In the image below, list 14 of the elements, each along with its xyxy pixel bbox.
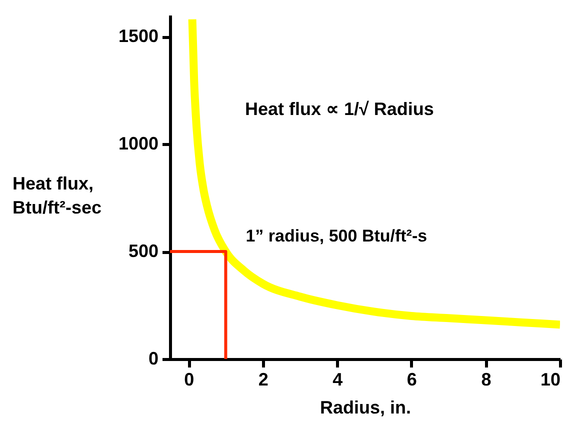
x-tick-label: 4 — [332, 370, 343, 390]
x-tick-label: 2 — [258, 370, 268, 390]
y-tick-label: 1000 — [118, 134, 158, 154]
annotation: 1” radius, 500 Btu/ft²-s — [246, 226, 428, 246]
x-tick-label: 10 — [540, 370, 560, 390]
y-axis-title: Heat flux, Btu/ft²-sec — [12, 174, 102, 218]
annotation: Heat flux ∝ 1/√ Radius — [245, 99, 434, 119]
x-axis-title: Radius, in. — [320, 398, 412, 418]
y-tick-label: 500 — [128, 241, 158, 261]
x-tick-label: 0 — [184, 370, 194, 390]
x-tick-label: 8 — [481, 370, 492, 390]
x-tick-label: 6 — [406, 370, 417, 390]
y-tick-label: 0 — [148, 348, 158, 368]
y-tick-label: 1500 — [118, 26, 158, 46]
